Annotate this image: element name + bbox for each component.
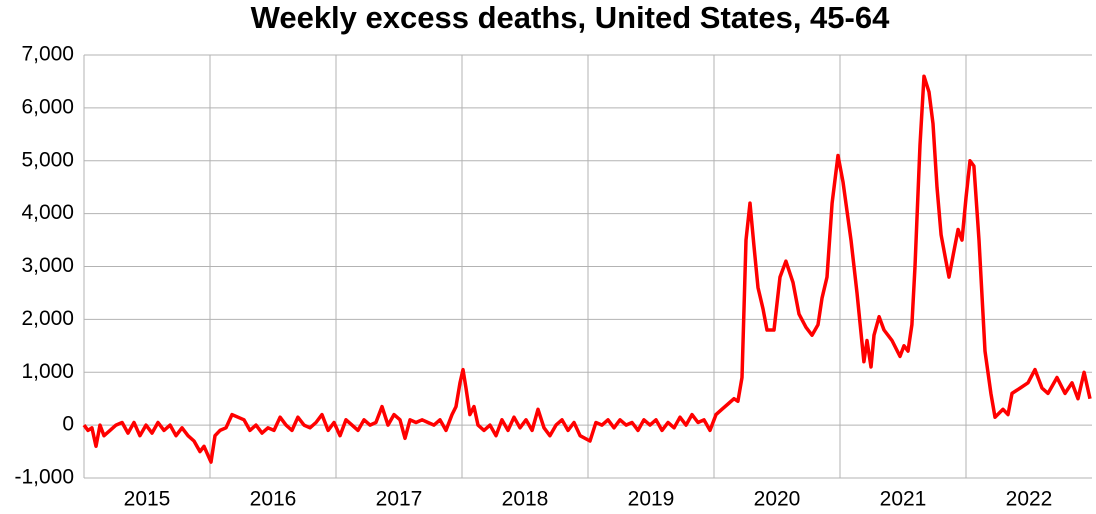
y-tick-label: 3,000 — [21, 254, 74, 277]
y-tick-label: 4,000 — [21, 201, 74, 224]
y-tick-label: 6,000 — [21, 95, 74, 118]
x-tick-label: 2018 — [502, 488, 549, 511]
x-tick-label: 2015 — [124, 488, 171, 511]
y-tick-label: 5,000 — [21, 148, 74, 171]
x-tick-label: 2021 — [880, 488, 927, 511]
y-tick-label: 2,000 — [21, 307, 74, 330]
x-tick-label: 2017 — [376, 488, 423, 511]
x-tick-label: 2016 — [250, 488, 297, 511]
x-tick-label: 2020 — [754, 488, 801, 511]
chart-title: Weekly excess deaths, United States, 45-… — [251, 0, 890, 35]
y-tick-label: 0 — [62, 413, 74, 436]
x-tick-label: 2022 — [1006, 488, 1053, 511]
y-tick-label: 1,000 — [21, 360, 74, 383]
y-tick-label: 7,000 — [21, 43, 74, 66]
y-tick-label: -1,000 — [14, 466, 74, 489]
line-series — [82, 74, 1092, 464]
x-tick-label: 2019 — [628, 488, 675, 511]
